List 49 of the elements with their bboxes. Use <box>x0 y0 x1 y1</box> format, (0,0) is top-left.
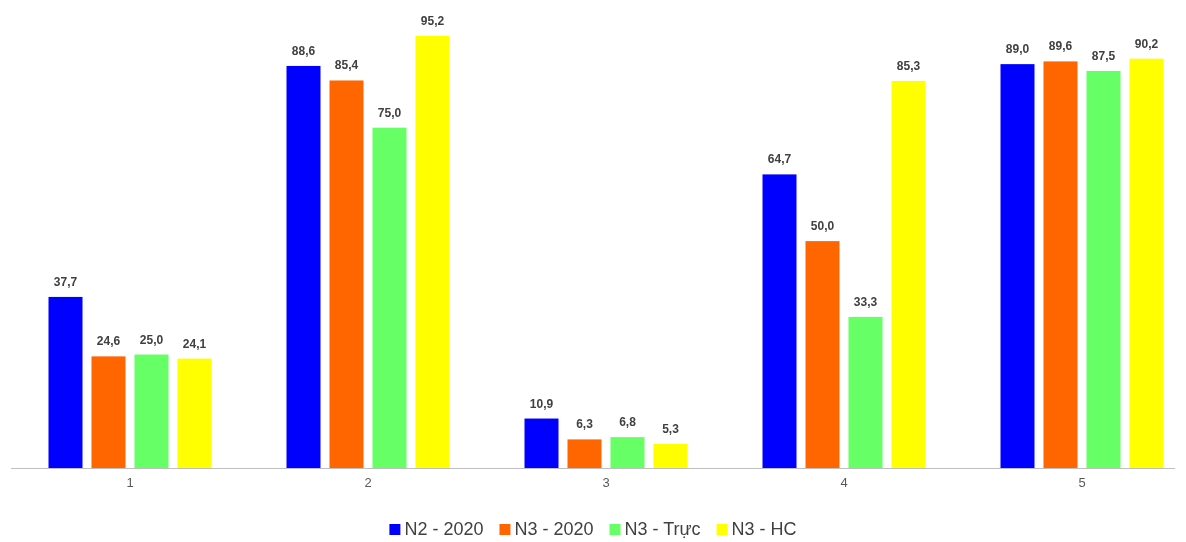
bar <box>610 437 645 468</box>
legend-label: N2 - 2020 <box>404 519 484 539</box>
data-label: 88,6 <box>291 43 316 58</box>
data-label: 95,2 <box>420 14 445 28</box>
data-label: 85,3 <box>896 58 921 73</box>
bar <box>805 241 840 468</box>
data-label: 75,0 <box>377 105 402 120</box>
data-label: 6,3 <box>576 417 594 432</box>
data-label: 25,0 <box>139 332 164 347</box>
data-label: 50,0 <box>810 219 835 234</box>
bar <box>415 36 450 468</box>
data-label: 37,7 <box>53 274 78 289</box>
x-tick-label: 4 <box>840 475 848 491</box>
x-tick-label: 3 <box>602 475 610 491</box>
bar <box>653 443 688 468</box>
bar <box>372 127 407 468</box>
bar <box>1043 61 1078 468</box>
legend-label: N3 - HC <box>731 519 797 539</box>
data-label: 87,5 <box>1091 48 1116 63</box>
x-tick-label: 2 <box>364 475 372 491</box>
data-label: 24,1 <box>182 336 207 351</box>
legend-label: N3 - 2020 <box>514 519 594 539</box>
data-label: 5,3 <box>662 421 680 436</box>
bar <box>177 358 212 468</box>
x-tick-label: 5 <box>1078 475 1086 491</box>
bar <box>848 316 883 468</box>
data-label: 85,4 <box>334 58 359 73</box>
bar <box>286 65 321 468</box>
data-label: 33,3 <box>853 294 878 309</box>
x-tick-label: 1 <box>126 475 134 491</box>
data-label: 89,6 <box>1048 39 1073 54</box>
bar <box>1000 64 1035 468</box>
bar <box>762 174 797 468</box>
bar <box>1086 70 1121 468</box>
bar <box>891 80 926 468</box>
data-label: 24,6 <box>96 334 121 349</box>
data-label: 10,9 <box>529 396 554 411</box>
data-label: 6,8 <box>619 415 637 430</box>
bar <box>134 354 169 468</box>
bar <box>329 80 364 468</box>
bar <box>524 418 559 468</box>
data-label: 90,2 <box>1134 36 1159 51</box>
bar <box>567 439 602 468</box>
bar <box>91 356 126 468</box>
bar <box>1129 58 1164 468</box>
data-label: 89,0 <box>1005 42 1030 57</box>
legend-label: N3 - Trực <box>624 519 701 539</box>
bar <box>48 296 83 468</box>
data-label: 64,7 <box>767 152 792 167</box>
